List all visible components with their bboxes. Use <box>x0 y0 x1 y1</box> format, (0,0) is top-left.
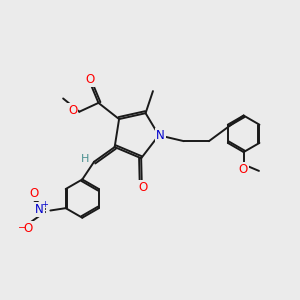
Text: +: + <box>41 200 48 208</box>
Text: O: O <box>68 104 77 117</box>
Text: O: O <box>139 181 148 194</box>
Text: O: O <box>30 187 39 200</box>
Text: N: N <box>35 203 44 216</box>
Text: O: O <box>85 74 94 86</box>
Text: H: H <box>81 154 89 164</box>
Text: O: O <box>238 163 248 176</box>
Text: O: O <box>24 222 33 235</box>
Text: N: N <box>156 129 165 142</box>
Text: −: − <box>18 223 26 233</box>
